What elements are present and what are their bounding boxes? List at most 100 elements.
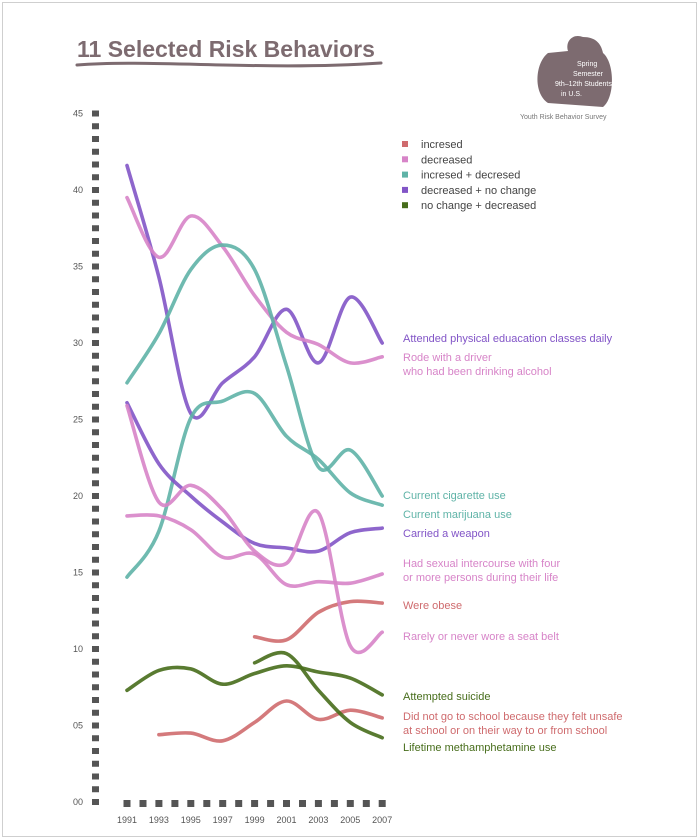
axis-dash [92,467,99,474]
series-label: Current cigarette use [403,490,506,502]
axis-dash [92,493,99,499]
axis-dash [92,378,99,385]
axis-dash [92,480,99,487]
axis-dash [92,760,99,767]
x-axis-mark [123,800,131,807]
x-axis-mark [235,800,243,807]
chart: 11 Selected Risk Behaviors Spring Semeste… [73,35,623,825]
x-axis-mark [330,800,338,807]
badge-line: Semester [573,71,604,78]
series-label: Attempted suicide [403,691,490,703]
axis-dash [92,544,99,550]
legend-swatch [402,141,408,147]
axis-dash [92,658,99,665]
x-tick-label: 1997 [213,815,233,825]
x-axis-mark [283,800,290,807]
axis-dash [92,314,99,321]
series-label: Rode with a driver who had been drinking … [402,352,552,378]
x-axis-mark [251,800,259,807]
axis-dash [92,289,99,295]
axis-dash [92,646,99,652]
axis-dash [92,416,99,423]
x-axis-mark [171,800,179,807]
legend-item: incresed [421,139,463,151]
series-line [125,400,384,554]
y-tick-label: 20 [73,491,83,501]
legend-item: incresed + decresed [421,170,520,182]
axis-dash [92,352,99,359]
badge-line: in U.S. [561,91,582,98]
axis-dash [92,748,99,754]
legend-swatch [402,202,408,209]
axis-dash [92,365,99,372]
y-tick-label: 30 [73,338,83,348]
series-label: Lifetime methamphetamine use [403,742,556,754]
x-tick-label: 1993 [149,815,169,825]
title-underline [75,61,383,68]
x-axis-mark [299,800,306,807]
axis-dash [92,301,99,308]
x-axis: 1991 1993 1995 1997 1999 2001 2003 2005 2007 [117,800,392,825]
x-tick-label: 2007 [372,815,392,825]
series-line [125,513,384,588]
axis-dash [92,799,99,805]
axis-dash [92,123,99,130]
y-tick-label: 40 [73,185,83,195]
axis-dash [92,161,99,168]
axis-dash [92,391,99,397]
legend: incresed decreased incresed + decresed decr… [402,139,536,212]
series-line [125,195,384,366]
series-label: Had sexual intercourse with four or more … [403,558,560,584]
axis-dash [92,136,99,142]
series-lines [125,163,384,743]
x-axis-mark [267,800,275,807]
axis-dash [92,531,99,538]
axis-dash [92,454,99,461]
axis-dash [92,238,99,244]
x-axis-mark [155,800,163,807]
axis-dash [92,250,99,257]
axis-dash [92,340,99,346]
axis-dash [92,403,99,410]
x-axis-mark [219,800,227,807]
series-line [157,699,384,743]
x-axis-mark [203,800,211,807]
axis-dash [92,722,99,729]
axis-dash [92,633,99,640]
legend-item: decreased [421,154,472,166]
series-line [252,650,384,740]
y-tick-label: 10 [73,644,83,654]
series-line [125,403,384,655]
series-label: Did not go to school because they felt u… [403,711,623,737]
x-tick-label: 1991 [117,815,137,825]
axis-dash [92,327,99,334]
axis-dash [92,671,99,678]
x-axis-mark [378,800,386,807]
y-tick-label: 25 [73,415,83,425]
badge-line: 9th–12th Students [555,81,612,88]
axis-dash [92,442,99,448]
y-tick-label: 05 [73,721,83,731]
legend-swatch [402,171,408,178]
axis-dash [92,212,99,219]
y-tick-label: 35 [73,262,83,272]
axis-dash [92,620,99,627]
legend-item: no change + decreased [421,200,536,212]
axis-dash [92,263,99,270]
badge-text: Spring Semester 9th–12th Students in U.S. [555,61,612,98]
axis-dash [92,187,99,193]
x-axis-mark [314,800,322,807]
series-line [252,599,384,643]
x-tick-label: 1999 [245,815,265,825]
legend-swatch [402,156,408,163]
axis-dash [92,709,99,716]
axis-dash [92,607,99,614]
axis-dash [92,148,99,155]
x-axis-mark [362,800,370,807]
y-tick-label: 15 [73,568,83,578]
axis-dash [92,697,99,703]
badge-shape [537,35,612,108]
series-line [125,663,384,697]
axis-dash [92,429,99,436]
